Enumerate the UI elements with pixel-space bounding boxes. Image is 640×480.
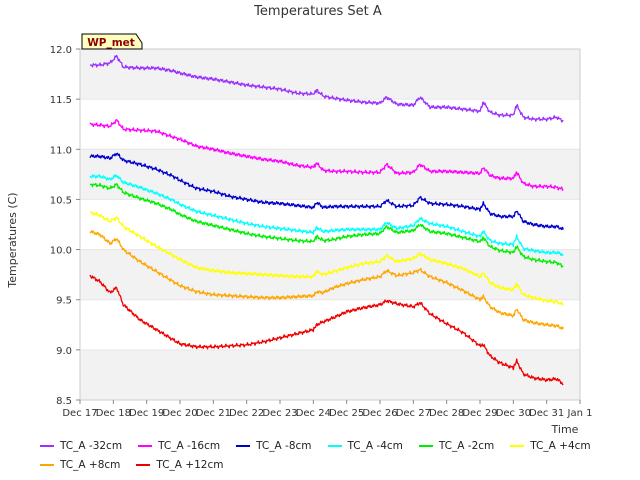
legend-label: TC_A +8cm <box>60 458 121 471</box>
x-tick-label: Dec 23 <box>262 408 297 419</box>
x-tick-label: Dec 29 <box>462 408 497 419</box>
y-tick-label: 10.0 <box>50 246 72 257</box>
x-tick-label: Dec 21 <box>196 408 231 419</box>
grid-band <box>80 249 580 300</box>
x-tick-label: Dec 17 <box>62 408 97 419</box>
x-tick-label: Dec 19 <box>129 408 164 419</box>
wp-met-annotation: WP_met <box>81 33 143 50</box>
series-line <box>89 119 564 191</box>
legend-row: TC_A -32cm TC_A -16cm TC_A -8cm TC_A -4cm TC… <box>40 436 640 455</box>
legend-label: TC_A -2cm <box>438 439 495 452</box>
series-line <box>89 182 564 268</box>
series-line <box>89 274 564 386</box>
y-tick-label: 9.5 <box>56 296 72 307</box>
legend-swatch <box>138 444 153 447</box>
y-tick-label: 11.5 <box>50 95 72 106</box>
y-tick-label: 11.0 <box>50 145 72 156</box>
plot-area <box>79 48 581 401</box>
x-tick-label: Dec 30 <box>496 408 531 419</box>
legend-swatch <box>327 444 342 447</box>
x-tick-label: Dec 22 <box>229 408 264 419</box>
legend-item: TC_A -16cm <box>138 440 220 452</box>
chart-title: Temperatures Set A <box>253 4 382 19</box>
legend-swatch <box>236 444 251 447</box>
legend-label: TC_A -32cm <box>60 439 123 452</box>
legend-swatch <box>40 444 54 447</box>
legend-label: TC_A +12cm <box>156 458 224 471</box>
legend-swatch <box>136 463 151 466</box>
series-line <box>89 152 564 231</box>
y-tick-label: 10.5 <box>50 195 72 206</box>
series-line <box>89 230 564 330</box>
y-tick-label: 9.0 <box>56 346 72 357</box>
grid-band <box>80 49 580 100</box>
x-tick-label: Dec 25 <box>329 408 364 419</box>
chart-legend: TC_A -32cm TC_A -16cm TC_A -8cm TC_A -4cm TC… <box>40 436 640 474</box>
x-tick-label: Dec 18 <box>96 408 131 419</box>
series-line <box>89 210 564 306</box>
y-tick-label: 12.0 <box>50 45 72 56</box>
wp-met-label: WP_met <box>87 37 135 49</box>
x-tick-label: Jan 1 <box>567 408 593 419</box>
y-tick-label: 8.5 <box>56 396 72 407</box>
x-tick-label: Dec 26 <box>362 408 397 419</box>
legend-swatch <box>418 444 433 447</box>
legend-item: TC_A +12cm <box>136 459 223 471</box>
x-tick-label: Dec 28 <box>429 408 464 419</box>
legend-label: TC_A -4cm <box>347 439 403 452</box>
series-line <box>89 174 564 257</box>
legend-swatch <box>40 463 54 466</box>
legend-row: TC_A +8cm TC_A +12cm <box>40 455 640 474</box>
x-tick-label: Dec 27 <box>396 408 431 419</box>
legend-item: TC_A +8cm <box>40 459 120 471</box>
legend-label: TC_A -8cm <box>256 439 312 452</box>
x-tick-label: Dec 24 <box>296 408 331 419</box>
x-tick-label: Dec 31 <box>529 408 564 419</box>
y-axis-label: Temperatures (C) <box>6 192 19 288</box>
x-axis-label: Time <box>551 423 579 436</box>
x-tick-label: Dec 20 <box>162 408 197 419</box>
legend-swatch <box>510 444 525 447</box>
legend-item: TC_A -2cm <box>418 439 495 452</box>
series-line <box>89 54 564 123</box>
grid-band <box>80 349 580 400</box>
legend-item: TC_A -8cm <box>236 439 312 452</box>
legend-label: TC_A +4cm <box>530 439 591 452</box>
legend-item: TC_A -32cm <box>40 440 122 452</box>
legend-item: TC_A -4cm <box>327 439 403 452</box>
legend-item: TC_A +4cm <box>510 439 591 452</box>
legend-label: TC_A -16cm <box>158 439 221 452</box>
